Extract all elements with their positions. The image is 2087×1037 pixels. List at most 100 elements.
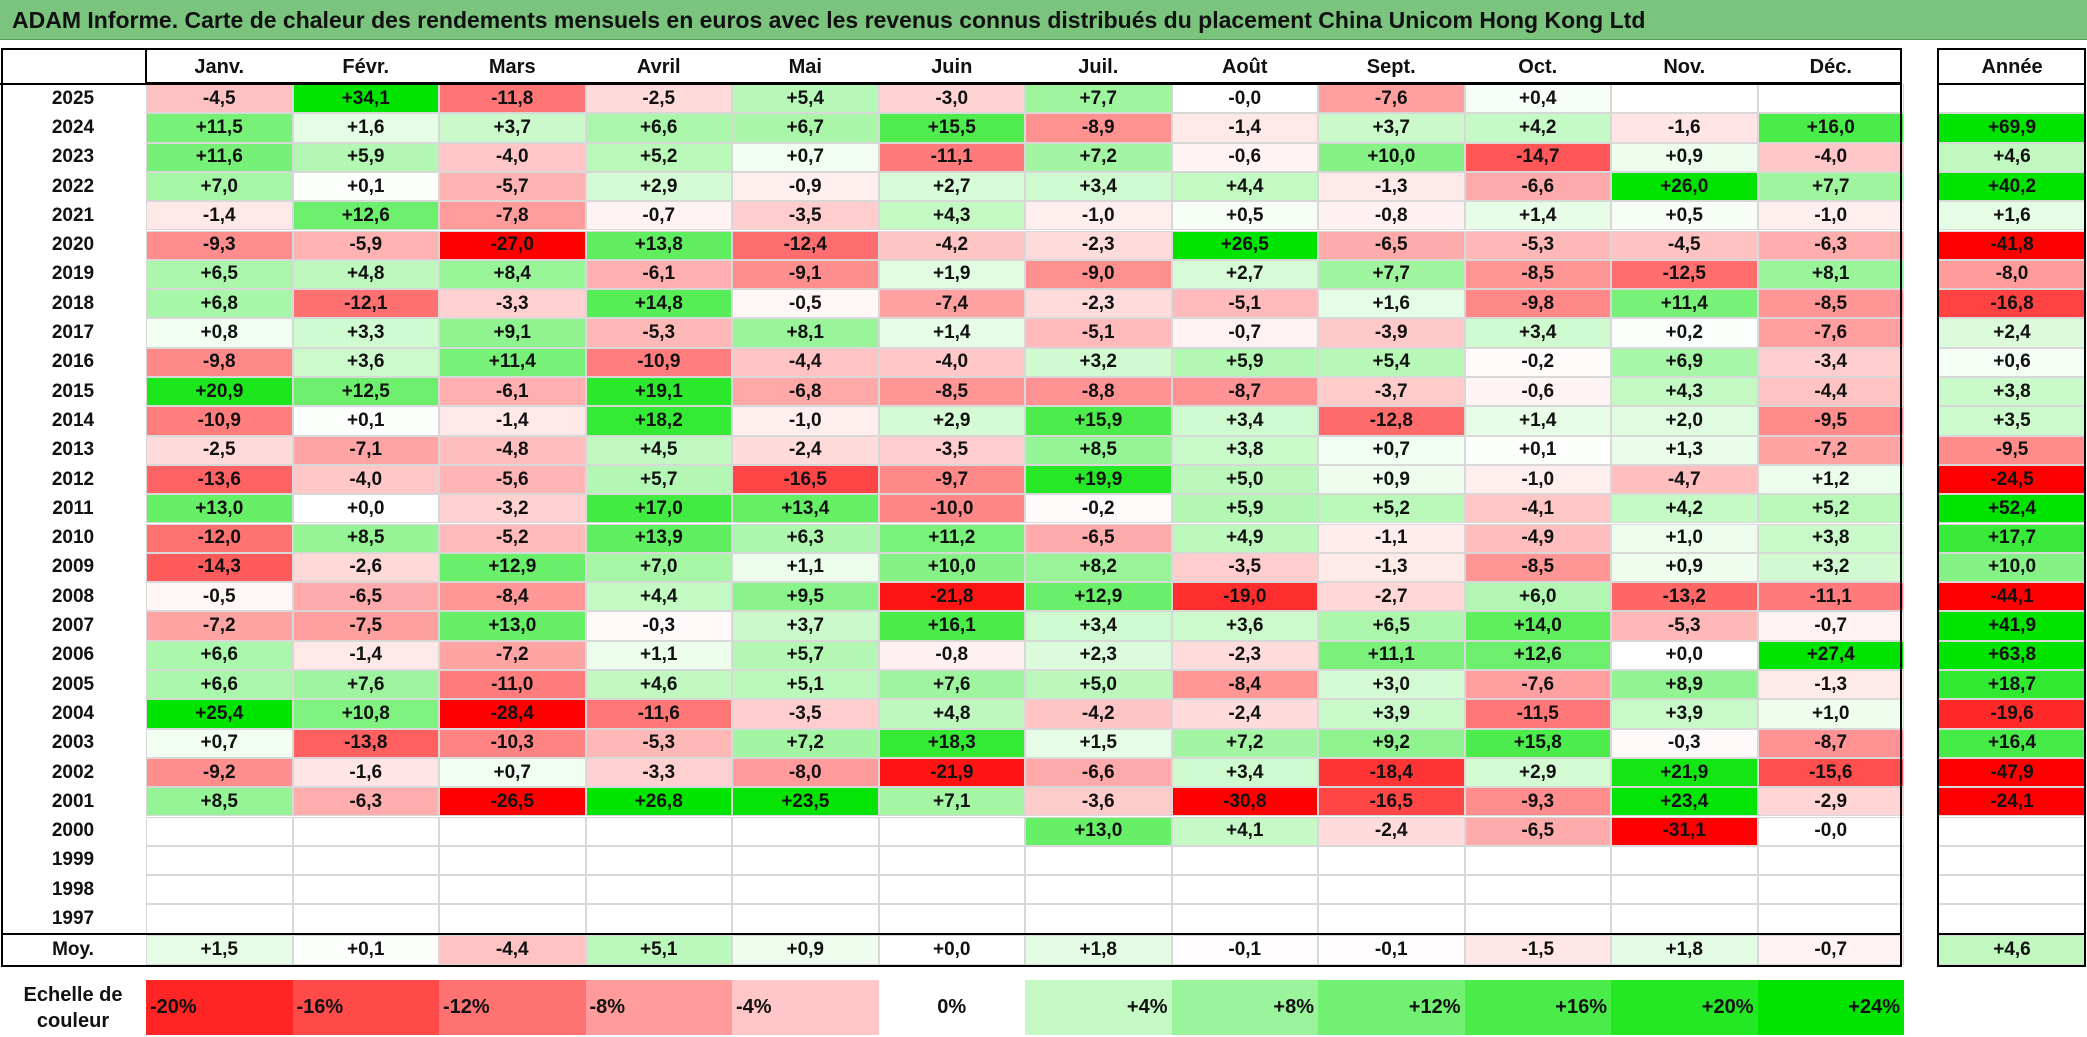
heatmap-cell [1757, 875, 1904, 905]
heatmap-cell: -0,5 [146, 582, 293, 612]
heatmap-cell: +18,2 [585, 406, 732, 436]
annual-header-divider [1937, 83, 2086, 85]
annual-cell: +41,9 [1938, 611, 2086, 641]
heatmap-cell: -4,9 [1464, 523, 1611, 553]
heatmap-cell: +5,4 [1318, 347, 1465, 377]
heatmap-cell [1611, 875, 1758, 905]
heatmap-cell: +1,5 [1025, 728, 1172, 758]
heatmap-cell: -5,1 [1171, 289, 1318, 319]
color-scale-step: -8% [585, 980, 732, 1035]
heatmap-cell: +7,2 [732, 728, 879, 758]
heatmap-cell: +1,0 [1757, 699, 1904, 729]
heatmap-cell [585, 816, 732, 846]
heatmap-cell: +7,6 [878, 670, 1025, 700]
heatmap-cell [1757, 84, 1904, 114]
heatmap-cell [878, 875, 1025, 905]
heatmap-cell: -12,1 [292, 289, 439, 319]
heatmap-cell: +16,1 [878, 611, 1025, 641]
heatmap-cell: +4,6 [585, 670, 732, 700]
heatmap-cell [292, 816, 439, 846]
heatmap-cell: -3,3 [439, 289, 586, 319]
heatmap-cell: -4,2 [1025, 699, 1172, 729]
heatmap-cell: -4,5 [146, 84, 293, 114]
heatmap-cell: -6,8 [732, 377, 879, 407]
heatmap-cell: -1,0 [1025, 201, 1172, 231]
annual-cell: +2,4 [1938, 318, 2086, 348]
heatmap-cell: +5,9 [1171, 494, 1318, 524]
row-year-label: 2001 [0, 787, 146, 817]
heatmap-cell: +5,7 [585, 464, 732, 495]
heatmap-cell: +3,2 [1025, 347, 1172, 377]
heatmap-cell: +10,0 [1318, 142, 1465, 172]
heatmap-cell [1611, 84, 1758, 114]
heatmap-cell: -1,6 [1611, 113, 1758, 143]
heatmap-cell: -1,4 [1171, 113, 1318, 143]
heatmap-cell: -1,0 [1757, 201, 1904, 231]
heatmap-cell: +7,7 [1025, 84, 1172, 114]
heatmap-cell: -11,1 [878, 142, 1025, 172]
heatmap-cell: -7,2 [439, 640, 586, 670]
heatmap-cell [1025, 904, 1172, 934]
heatmap-cell: +4,3 [878, 201, 1025, 231]
heatmap-cell: +2,7 [878, 171, 1025, 202]
title-bar: ADAM Informe. Carte de chaleur des rende… [0, 0, 2087, 40]
heatmap-cell [1318, 875, 1465, 905]
heatmap-cell: -4,5 [1611, 230, 1758, 260]
annual-cell: +4,6 [1938, 142, 2086, 172]
heatmap-cell: -3,5 [732, 699, 879, 729]
heatmap-cell: -4,2 [878, 230, 1025, 260]
header-divider [0, 83, 1902, 85]
heatmap-cell: -1,3 [1318, 552, 1465, 583]
heatmap-cell [1611, 904, 1758, 934]
row-year-label: 2017 [0, 318, 146, 348]
column-header: Juin [878, 50, 1025, 84]
annual-cell [1938, 904, 2086, 934]
heatmap-cell: -1,3 [1318, 171, 1465, 202]
heatmap-cell: +34,1 [292, 84, 439, 114]
heatmap-cell: +0,0 [292, 494, 439, 524]
heatmap-cell: +15,8 [1464, 728, 1611, 758]
heatmap-cell: -3,2 [439, 494, 586, 524]
heatmap-cell: +2,9 [585, 171, 732, 202]
heatmap-cell: +8,9 [1611, 670, 1758, 700]
heatmap-cell: -0,6 [1464, 377, 1611, 407]
heatmap-cell: -16,5 [732, 464, 879, 495]
heatmap-cell: -1,4 [146, 201, 293, 231]
heatmap-cell: -12,5 [1611, 259, 1758, 290]
heatmap-cell: -14,3 [146, 552, 293, 583]
row-year-label: 2025 [0, 84, 146, 114]
heatmap-cell: +13,4 [732, 494, 879, 524]
heatmap-cell: -10,9 [585, 347, 732, 377]
color-scale-step: 0% [878, 980, 1025, 1035]
heatmap-cell: -0,2 [1025, 494, 1172, 524]
row-year-label: 1999 [0, 845, 146, 876]
heatmap-cell: -6,5 [1464, 816, 1611, 846]
heatmap-cell: -5,7 [439, 171, 586, 202]
heatmap-cell: +4,8 [292, 259, 439, 290]
heatmap-cell: -3,5 [1171, 552, 1318, 583]
heatmap-cell: -1,4 [439, 406, 586, 436]
column-header: Nov. [1611, 50, 1758, 84]
heatmap-cell: +3,7 [439, 113, 586, 143]
heatmap-cell: -0,8 [1318, 201, 1465, 231]
average-cell: -0,7 [1757, 935, 1904, 965]
annual-cell [1938, 816, 2086, 846]
heatmap-cell: +2,3 [1025, 640, 1172, 670]
heatmap-cell: -2,7 [1318, 582, 1465, 612]
heatmap-cell: -30,8 [1171, 787, 1318, 817]
heatmap-cell: +1,0 [1611, 523, 1758, 553]
heatmap-cell: -11,6 [585, 699, 732, 729]
heatmap-cell: -3,9 [1318, 318, 1465, 348]
annual-cell: +17,7 [1938, 523, 2086, 553]
heatmap-cell: -13,6 [146, 464, 293, 495]
row-year-label: 2014 [0, 406, 146, 436]
heatmap-cell: +2,9 [1464, 757, 1611, 788]
heatmap-cell: +8,2 [1025, 552, 1172, 583]
heatmap-cell: -1,3 [1757, 670, 1904, 700]
heatmap-cell: +5,0 [1025, 670, 1172, 700]
heatmap-cell: -7,8 [439, 201, 586, 231]
heatmap-cell: -8,5 [1464, 259, 1611, 290]
heatmap-cell: -28,4 [439, 699, 586, 729]
heatmap-cell: +1,4 [1464, 201, 1611, 231]
heatmap-cell: -9,3 [146, 230, 293, 260]
